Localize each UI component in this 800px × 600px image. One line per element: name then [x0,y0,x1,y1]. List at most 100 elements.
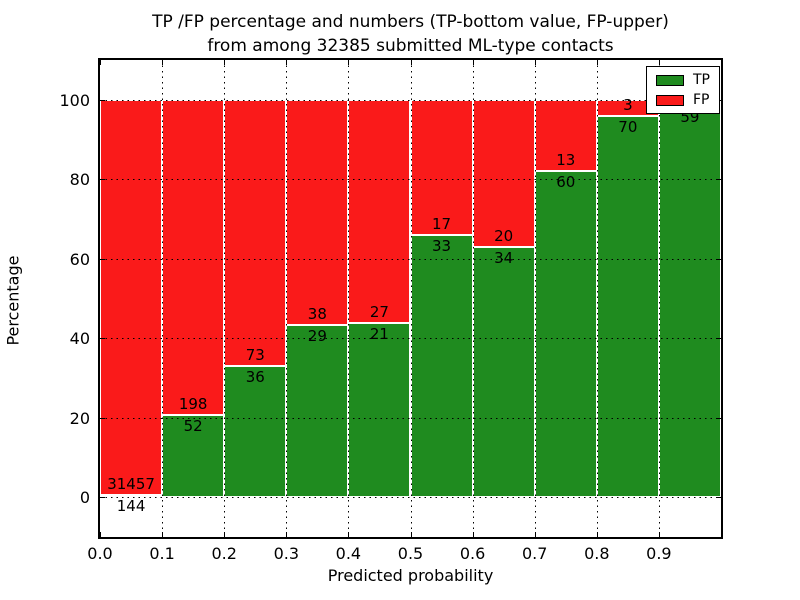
x-tick-label: 0.7 [521,544,548,563]
bar-label-tp: 36 [245,367,265,386]
x-tick-mark-top [224,60,226,65]
bar-segment-tp [286,325,349,498]
y-tick-mark [100,338,105,340]
x-tick-mark-top [162,60,164,65]
gridline-vertical [596,60,598,537]
bar-segment-tp [596,116,659,498]
bar-label-fp: 17 [432,214,452,233]
x-tick-mark [658,532,660,537]
y-tick-label: 20 [69,408,90,428]
x-tick-label: 0.8 [584,544,610,563]
x-tick-mark-top [534,60,536,65]
bar-segment-tp [162,414,225,498]
bar-segment-fp [348,99,411,324]
bar-segment-tp [534,170,597,498]
x-tick-label: 0.9 [646,544,672,563]
bar-label-fp: 38 [307,305,327,324]
x-tick-label: 0.1 [149,544,175,563]
y-tick-mark-right [716,417,721,419]
x-tick-label: 0.4 [335,544,362,563]
y-tick-mark-right [716,497,721,499]
y-tick-mark-right [716,258,721,260]
bar-label-tp: 144 [116,497,146,516]
legend-label-fp: FP [693,92,710,108]
bar-label-tp: 70 [618,118,638,137]
x-tick-mark-top [596,60,598,65]
bar-label-fp: 3 [623,96,633,115]
y-tick-label: 0 [79,488,90,508]
y-tick-mark-right [716,338,721,340]
bar-segment-tp [472,246,535,498]
tp-color-swatch [656,74,684,86]
gridline-vertical [348,60,350,537]
x-tick-mark-top [472,60,474,65]
gridline-vertical [286,60,288,537]
y-tick-label: 80 [69,170,90,190]
bar-label-fp: 73 [245,345,265,364]
x-tick-mark [472,532,474,537]
x-tick-mark-top [410,60,412,65]
x-tick-label: 0.2 [211,544,237,563]
y-tick-mark [100,497,105,499]
x-tick-mark [410,532,412,537]
bar-segment-fp [162,99,225,415]
x-tick-mark-top [286,60,288,65]
gridline-vertical [224,60,226,537]
bar-label-fp: 20 [494,226,514,245]
x-tick-mark [348,532,350,537]
gridline-vertical [410,60,412,537]
chart-title: TP /FP percentage and numbers (TP-bottom… [98,10,723,58]
x-tick-mark-top [100,60,101,65]
x-tick-label: 0.5 [397,544,424,563]
bar-segment-tp [348,323,411,498]
bar-segment-fp [534,99,597,171]
plot-area: 31457 144 198 52 73 36 38 29 27 21 17 33 20 34 13 60 3 70… [98,58,723,539]
legend-label-tp: TP [693,72,710,88]
legend-item-fp: FP [656,93,710,107]
chart-title-line1: TP /FP percentage and numbers (TP-bottom… [152,12,669,32]
legend: TP FP [646,66,720,114]
x-tick-mark [162,532,164,537]
bar-label-tp: 21 [369,325,389,344]
x-tick-mark [721,532,722,537]
x-axis-label: Predicted probability [327,566,494,585]
x-tick-mark [286,532,288,537]
bar-segment-fp [100,99,163,496]
gridline-vertical [658,60,660,537]
bar-label-fp: 27 [369,303,389,322]
y-axis-label: Percentage [3,255,23,346]
bar-label-tp: 34 [494,248,514,267]
bar-segment-fp [472,99,535,247]
gridline-vertical [472,60,474,537]
legend-item-tp: TP [656,73,710,87]
x-tick-label: 0.0 [87,544,113,563]
x-tick-mark [100,532,101,537]
bar-segment-tp [658,106,721,498]
x-tick-mark [224,532,226,537]
y-tick-mark [100,179,105,181]
x-tick-label: 0.3 [273,544,300,563]
fp-color-swatch [656,94,684,106]
bar-segment-tp [100,495,163,498]
bar-segment-tp [410,234,473,498]
bar-label-tp: 29 [307,327,327,346]
x-tick-mark-top [721,60,722,65]
bar-label-fp: 31457 [107,475,155,494]
gridline-vertical [162,60,164,537]
bar-label-fp: 13 [556,150,576,169]
bar-label-tp: 60 [556,172,576,191]
x-tick-label: 0.6 [459,544,486,563]
y-tick-mark-right [716,179,721,181]
bar-label-tp: 33 [432,236,452,255]
y-tick-label: 100 [59,90,90,110]
x-tick-mark [534,532,536,537]
y-tick-mark [100,258,105,260]
y-tick-mark [100,417,105,419]
chart-title-line2: from among 32385 submitted ML-type conta… [207,36,614,56]
gridline-vertical [534,60,536,537]
bar-label-tp: 52 [183,416,203,435]
x-tick-mark [596,532,598,537]
x-tick-mark-top [348,60,350,65]
y-tick-label: 60 [69,249,90,269]
